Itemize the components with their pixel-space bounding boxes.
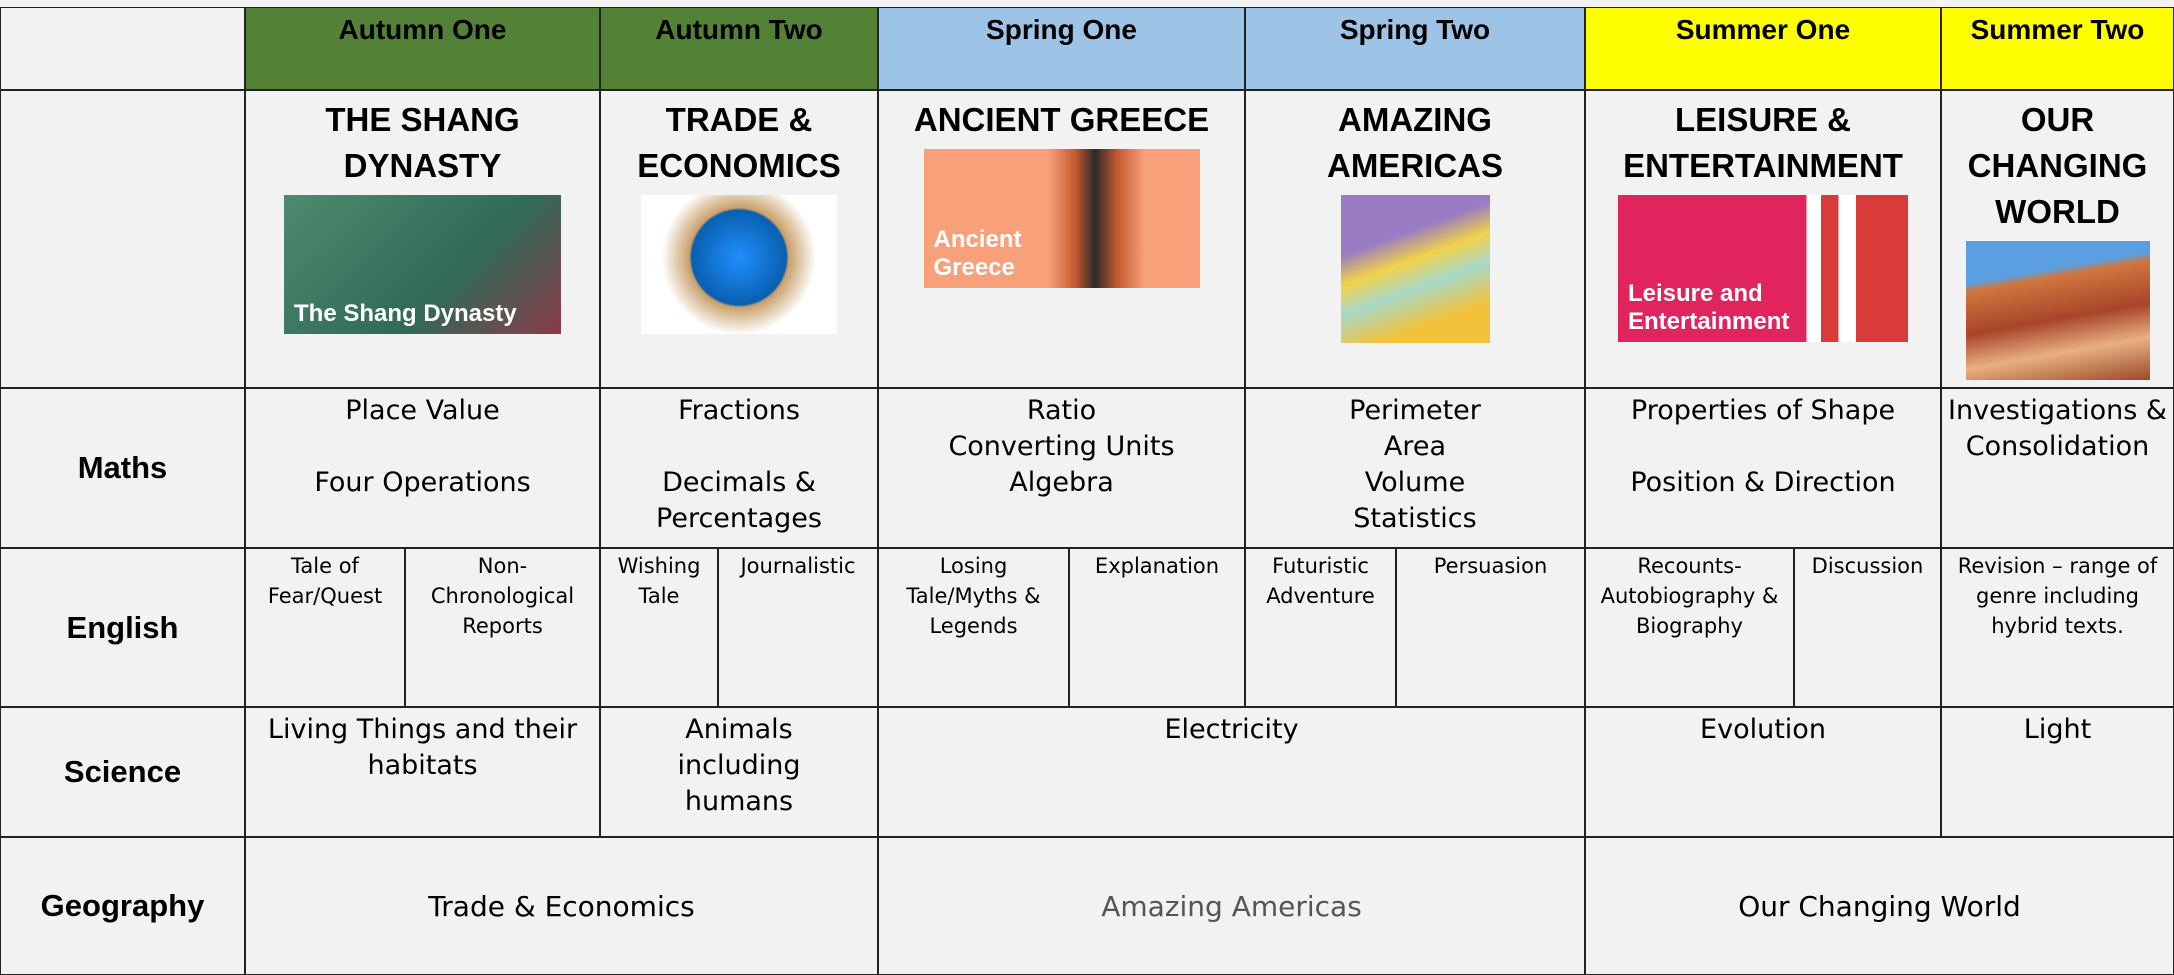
science-cell: Evolution bbox=[1585, 707, 1941, 837]
maths-item: Four Operations bbox=[314, 467, 531, 498]
term-header: Spring One bbox=[878, 7, 1245, 90]
image-caption: Ancient Greece bbox=[933, 226, 1022, 281]
topic-image bbox=[641, 195, 837, 334]
term-header: Autumn One bbox=[245, 7, 600, 90]
topic-cell: TRADE & ECONOMICS bbox=[600, 90, 878, 388]
topic-image: Ancient Greece bbox=[923, 149, 1200, 288]
corner-cell bbox=[0, 7, 245, 90]
topic-image: Leisure and Entertainment bbox=[1618, 195, 1908, 342]
maths-cell: Properties of Shape Position & Direction bbox=[1585, 388, 1941, 548]
geography-cell: Our Changing World bbox=[1585, 837, 2174, 975]
english-cell: Losing Tale/Myths & Legends bbox=[878, 548, 1069, 707]
blank-cell bbox=[0, 90, 245, 388]
maths-item: Statistics bbox=[1353, 503, 1477, 534]
english-cell: Non-Chronological Reports bbox=[405, 548, 600, 707]
maths-item: Place Value bbox=[345, 395, 500, 426]
maths-item: Decimals & Percentages bbox=[656, 467, 822, 534]
maths-item: Investigations & Consolidation bbox=[1948, 395, 2167, 462]
english-cell: Tale of Fear/Quest bbox=[245, 548, 405, 707]
topic-title: LEISURE & ENTERTAINMENT bbox=[1623, 101, 1903, 184]
english-cell: Wishing Tale bbox=[600, 548, 718, 707]
image-caption: The Shang Dynasty bbox=[294, 300, 517, 327]
topic-image bbox=[1965, 241, 2150, 380]
english-cell: Recounts-Autobiography & Biography bbox=[1585, 548, 1794, 707]
maths-item: Ratio bbox=[1026, 395, 1097, 426]
topic-cell: ANCIENT GREECE Ancient Greece bbox=[878, 90, 1245, 388]
topic-title: TRADE & ECONOMICS bbox=[637, 101, 841, 184]
maths-item: Area bbox=[1383, 431, 1447, 462]
maths-item: Volume bbox=[1364, 467, 1466, 498]
science-cell: Animals including humans bbox=[600, 707, 878, 837]
subject-label: Maths bbox=[0, 388, 245, 548]
topic-title: THE SHANG DYNASTY bbox=[325, 101, 520, 184]
science-cell: Living Things and their habitats bbox=[245, 707, 600, 837]
english-cell: Persuasion bbox=[1396, 548, 1585, 707]
maths-cell: Fractions Decimals & Percentages bbox=[600, 388, 878, 548]
maths-cell: Place Value Four Operations bbox=[245, 388, 600, 548]
english-cell: Futuristic Adventure bbox=[1245, 548, 1396, 707]
maths-cell: Investigations & Consolidation bbox=[1941, 388, 2174, 548]
topic-cell: OUR CHANGING WORLD bbox=[1941, 90, 2174, 388]
topic-image bbox=[1340, 195, 1490, 343]
english-cell: Explanation bbox=[1069, 548, 1245, 707]
maths-item: Perimeter bbox=[1349, 395, 1481, 426]
term-header: Spring Two bbox=[1245, 7, 1585, 90]
image-caption: Leisure and Entertainment bbox=[1628, 280, 1790, 335]
maths-item: Position & Direction bbox=[1630, 467, 1896, 498]
maths-item: Fractions bbox=[678, 395, 800, 426]
english-cell: Revision – range of genre including hybr… bbox=[1941, 548, 2174, 707]
topic-cell: THE SHANG DYNASTY The Shang Dynasty bbox=[245, 90, 600, 388]
english-cell: Journalistic bbox=[718, 548, 878, 707]
subject-label: Geography bbox=[0, 837, 245, 975]
topic-title: OUR CHANGING WORLD bbox=[1967, 101, 2148, 230]
topic-cell: AMAZING AMERICAS bbox=[1245, 90, 1585, 388]
maths-cell: Ratio Converting Units Algebra bbox=[878, 388, 1245, 548]
topic-title: AMAZING AMERICAS bbox=[1326, 101, 1503, 184]
maths-cell: Perimeter Area Volume Statistics bbox=[1245, 388, 1585, 548]
science-cell: Light bbox=[1941, 707, 2174, 837]
geography-cell: Trade & Economics bbox=[245, 837, 878, 975]
maths-item: Properties of Shape bbox=[1630, 395, 1896, 426]
english-cell: Discussion bbox=[1794, 548, 1941, 707]
subject-label: Science bbox=[0, 707, 245, 837]
science-cell: Electricity bbox=[878, 707, 1585, 837]
topic-image: The Shang Dynasty bbox=[284, 195, 561, 334]
topic-cell: LEISURE & ENTERTAINMENT Leisure and Ente… bbox=[1585, 90, 1941, 388]
maths-item: Converting Units bbox=[948, 431, 1175, 462]
topic-title: ANCIENT GREECE bbox=[913, 101, 1210, 138]
term-header: Autumn Two bbox=[600, 7, 878, 90]
term-header: Summer One bbox=[1585, 7, 1941, 90]
subject-label: English bbox=[0, 548, 245, 707]
geography-cell: Amazing Americas bbox=[878, 837, 1585, 975]
maths-item: Algebra bbox=[1009, 467, 1114, 498]
term-header: Summer Two bbox=[1941, 7, 2174, 90]
